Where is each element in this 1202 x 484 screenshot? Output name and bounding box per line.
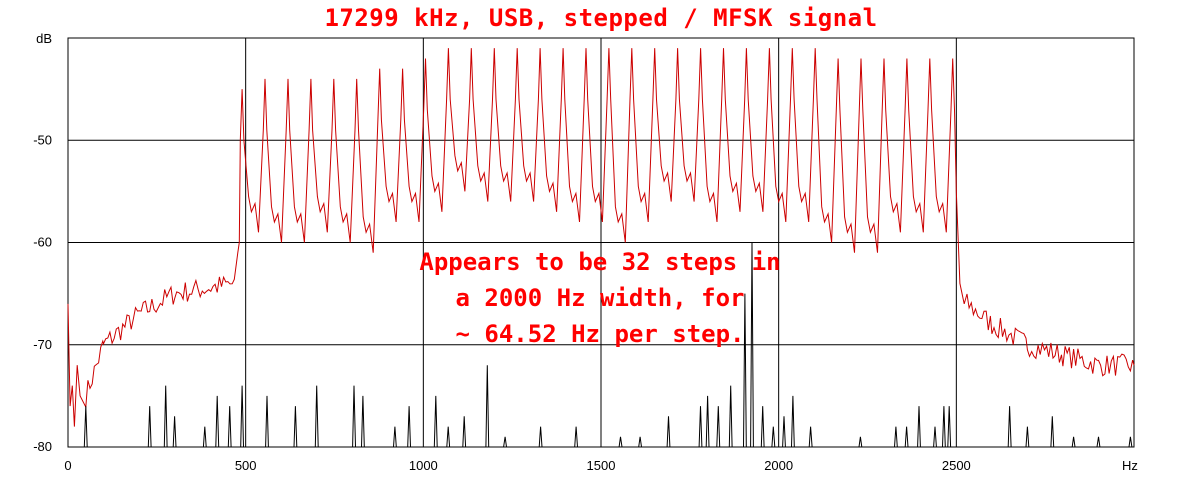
y-tick-label: -60 (33, 235, 52, 250)
annotation-line-1: Appears to be 32 steps in (419, 248, 781, 276)
x-axis-label: Hz (1122, 458, 1138, 473)
x-tick-label: 2500 (942, 458, 971, 473)
y-tick-label: -70 (33, 337, 52, 352)
y-tick-label: -50 (33, 132, 52, 147)
x-tick-label: 500 (235, 458, 257, 473)
y-axis-label: dB (36, 31, 52, 46)
annotation-text: Appears to be 32 steps in a 2000 Hz widt… (370, 244, 830, 352)
annotation-line-3: ~ 64.52 Hz per step. (455, 320, 745, 348)
x-tick-label: 1000 (409, 458, 438, 473)
x-tick-label: 0 (64, 458, 71, 473)
x-tick-label: 2000 (764, 458, 793, 473)
series-line-black (68, 242, 1134, 448)
y-tick-label: -80 (33, 439, 52, 454)
chart-title: 17299 kHz, USB, stepped / MFSK signal (324, 4, 878, 32)
series-line-red (67, 48, 1135, 427)
x-tick-label: 1500 (587, 458, 616, 473)
annotation-line-2: a 2000 Hz width, for (455, 284, 745, 312)
